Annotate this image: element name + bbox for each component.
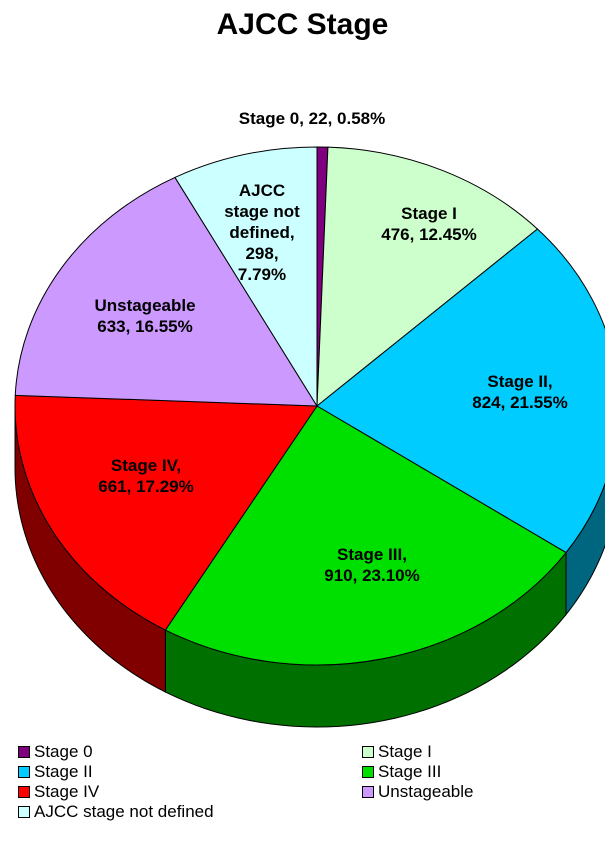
data-label-stage-0: Stage 0, 22, 0.58%	[239, 109, 385, 128]
